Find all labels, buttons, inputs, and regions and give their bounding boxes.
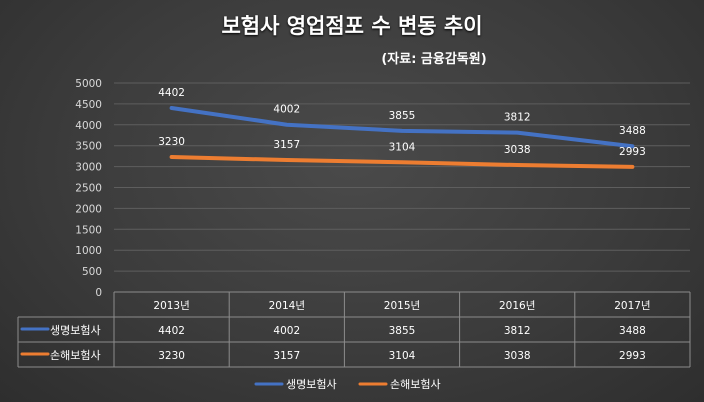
chart-title: 보험사 영업점포 수 변동 추이 [221,14,482,38]
data-table-cell: 3230 [158,350,185,362]
data-table-cell: 3038 [504,350,531,362]
data-label: 4402 [158,87,185,99]
x-tick-label: 2013년 [153,300,189,312]
data-label: 2993 [619,146,646,158]
data-table-series-label: 손해보험사 [50,348,101,362]
data-table-cell: 3855 [389,325,416,337]
data-label: 3230 [158,136,185,148]
data-label: 3855 [389,110,416,122]
y-tick-label: 2000 [75,203,102,215]
data-table-cell: 2993 [619,350,646,362]
x-tick-label: 2017년 [614,300,650,312]
y-tick-label: 1000 [75,245,102,257]
y-tick-label: 4500 [75,99,102,111]
y-tick-label: 1500 [75,224,102,236]
data-table-cell: 3488 [619,325,646,337]
data-label: 3157 [273,139,300,151]
series-line-2 [169,154,635,169]
legend-label: 생명보험사 [286,378,337,391]
data-table-cell: 4002 [273,325,300,337]
data-table-series-label: 생명보험사 [50,324,101,337]
data-label: 3104 [389,141,416,153]
data-table-cell: 3812 [504,325,531,337]
x-tick-label: 2016년 [499,300,535,312]
data-label: 3812 [504,112,531,124]
data-label: 4002 [273,104,300,116]
data-table-cell: 3104 [389,350,416,362]
y-tick-label: 0 [95,287,102,299]
x-tick-label: 2015년 [384,300,420,312]
y-tick-label: 2500 [75,183,102,195]
y-tick-label: 5000 [75,78,102,90]
y-tick-label: 3500 [75,141,102,153]
legend-label: 손해보험사 [390,377,441,391]
x-tick-label: 2014년 [269,300,305,312]
y-tick-label: 4000 [75,120,102,132]
y-tick-label: 3000 [75,162,102,174]
data-label: 3038 [504,144,531,156]
y-tick-label: 500 [82,266,102,278]
data-table-cell: 3157 [273,350,300,362]
data-table-cell: 4402 [158,325,185,337]
data-label: 3488 [619,125,646,137]
chart-subtitle: (자료: 금융감독원) [381,51,486,67]
